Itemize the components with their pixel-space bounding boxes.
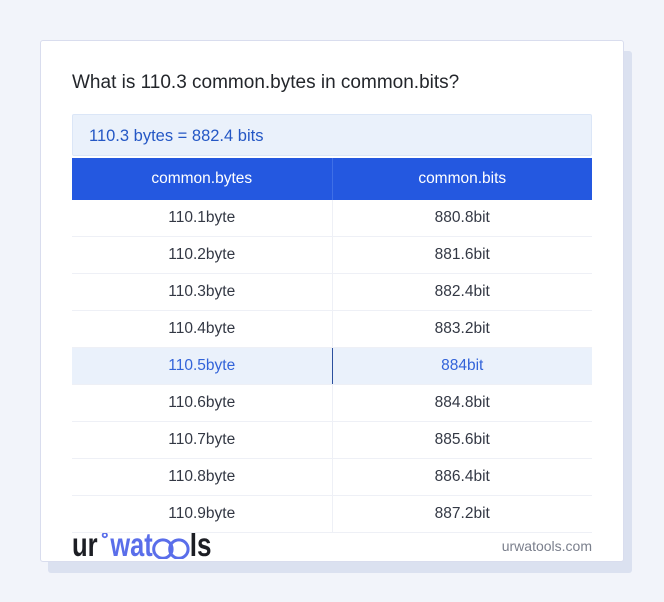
svg-text:ls: ls — [190, 533, 212, 559]
svg-text:wat: wat — [110, 533, 153, 559]
svg-text:ur: ur — [72, 533, 98, 559]
